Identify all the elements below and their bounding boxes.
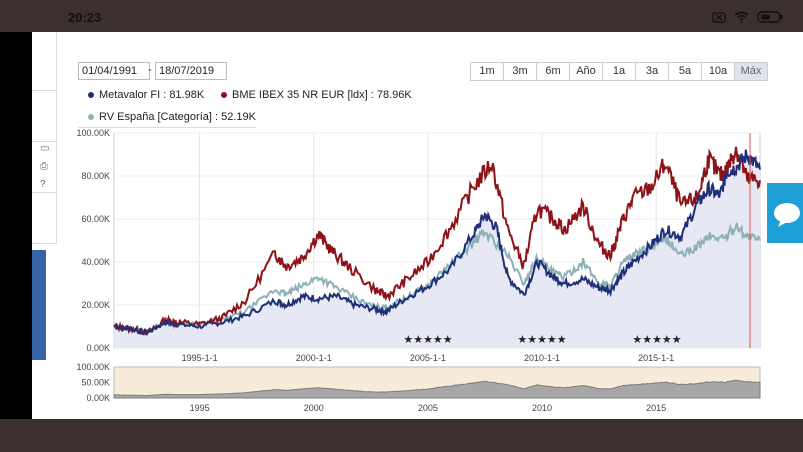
side-cell: [32, 142, 57, 193]
legend-item-rv-espana[interactable]: RV España [Categoría] : 52.19K: [88, 111, 256, 123]
date-from-input[interactable]: [78, 62, 150, 80]
chat-button[interactable]: [767, 183, 803, 243]
legend-divider: [78, 127, 256, 128]
navigator-y-tick-label: 0.00K: [86, 393, 110, 403]
legend-dot: [88, 92, 94, 99]
navigator-x-tick-label: 2015: [646, 403, 666, 413]
status-time: 20:23: [68, 10, 102, 25]
rating-stars: ★★★★★: [632, 334, 681, 346]
series-line-1: [113, 146, 761, 337]
legend-item-metavalor[interactable]: Metavalor FI : 81.98K: [88, 89, 204, 101]
tab-5a[interactable]: 5a: [668, 62, 702, 81]
date-to-input[interactable]: [155, 62, 227, 80]
x-tick-label: 2000-1-1: [296, 353, 332, 363]
legend-dot: [221, 92, 227, 99]
sim-icon: [712, 11, 726, 23]
wifi-icon: [734, 11, 749, 23]
side-cell: [32, 193, 57, 244]
left-bezel: [0, 32, 32, 419]
tab-max[interactable]: Máx: [734, 62, 768, 81]
status-bar: 20:23: [32, 0, 803, 32]
range-tabs: 1m 3m 6m Año 1a 3a 5a 10a Máx: [470, 62, 768, 81]
y-tick-label: 60.00K: [81, 214, 110, 224]
legend-label: Metavalor FI: [99, 89, 161, 101]
navigator-x-tick-label: 1995: [190, 403, 210, 413]
chat-icon: [774, 203, 800, 227]
help-icon[interactable]: ?: [40, 179, 46, 190]
side-cell: [32, 32, 57, 91]
side-banner[interactable]: [32, 250, 46, 360]
print-icon[interactable]: ⎙: [40, 161, 48, 172]
briefcase-icon[interactable]: ▭: [40, 143, 50, 154]
rating-stars: ★★★★★: [403, 334, 452, 346]
legend-value: 81.98K: [169, 89, 205, 101]
y-tick-label: 0.00K: [86, 343, 110, 353]
battery-icon: [757, 11, 783, 23]
x-tick-label: 1995-1-1: [182, 353, 218, 363]
navigator-x-tick-label: 2005: [418, 403, 438, 413]
navigator-y-tick-label: 50.00K: [81, 378, 110, 388]
y-tick-label: 100.00K: [76, 128, 110, 138]
side-tools: ▭ ⎙ ?: [40, 140, 49, 194]
side-cell: [32, 91, 57, 142]
x-tick-label: 2015-1-1: [638, 353, 674, 363]
x-tick-label: 2005-1-1: [410, 353, 446, 363]
rating-stars: ★★★★★: [517, 334, 566, 346]
y-tick-label: 80.00K: [81, 171, 110, 181]
legend-label: BME IBEX 35 NR EUR [ldx]: [232, 89, 368, 101]
y-tick-label: 20.00K: [81, 300, 110, 310]
x-tick-label: 2010-1-1: [524, 353, 560, 363]
tab-1m[interactable]: 1m: [470, 62, 504, 81]
legend-value: 52.19K: [221, 111, 256, 123]
navigator-area: [113, 379, 761, 399]
legend-label: RV España [Categoría]: [99, 111, 212, 123]
legend-value: 78.96K: [376, 89, 412, 101]
series-line-0: [113, 149, 761, 336]
navigator-y-tick-label: 100.00K: [76, 362, 110, 372]
y-tick-label: 40.00K: [81, 257, 110, 267]
tab-1a[interactable]: 1a: [602, 62, 636, 81]
series-line-2: [113, 222, 761, 334]
tab-ano[interactable]: Año: [569, 62, 603, 81]
navigator-x-tick-label: 2010: [532, 403, 552, 413]
legend-dot: [88, 114, 94, 121]
side-panel: [32, 32, 57, 392]
tab-10a[interactable]: 10a: [701, 62, 735, 81]
navigator-x-tick-label: 2000: [304, 403, 324, 413]
area-fill: [114, 149, 760, 348]
date-separator: -: [148, 64, 152, 76]
status-icons: [712, 11, 783, 23]
legend-item-ibex[interactable]: BME IBEX 35 NR EUR [ldx] : 78.96K: [221, 89, 412, 101]
